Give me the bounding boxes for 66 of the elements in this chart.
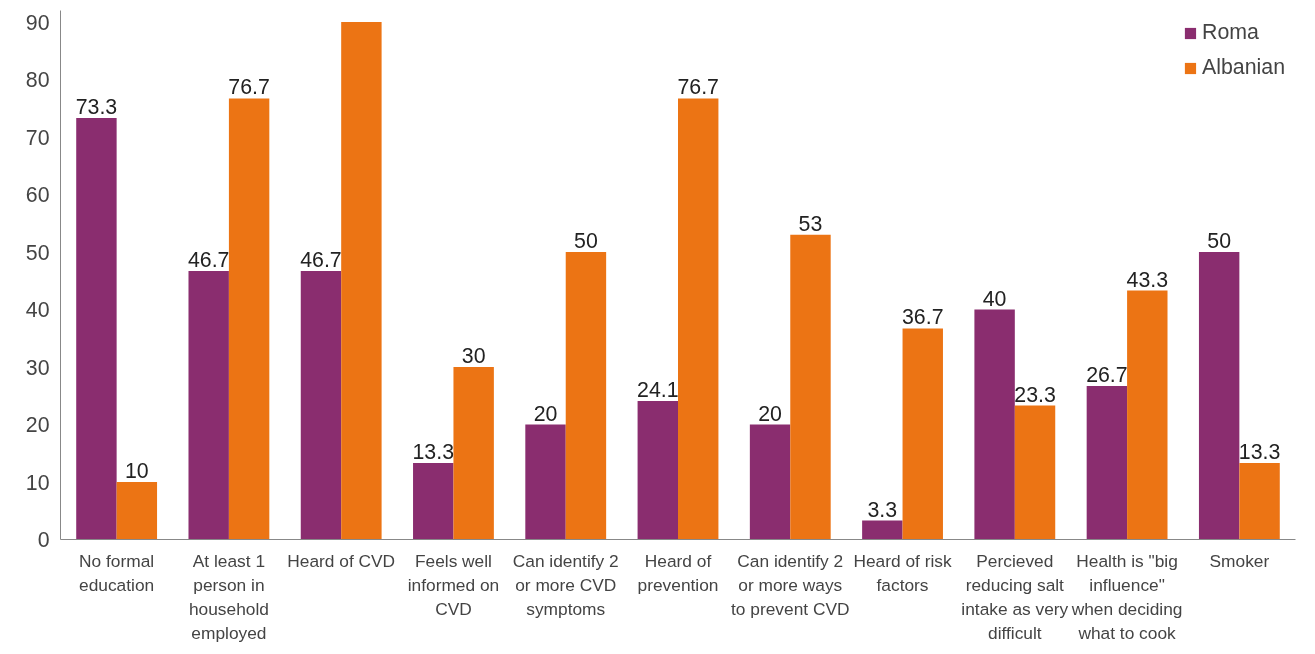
data-label: 13.3 (412, 440, 455, 465)
bar (453, 367, 494, 540)
bar (637, 400, 678, 540)
y-tick-label: 0 (37, 528, 50, 552)
bar (565, 252, 607, 540)
x-tick-label: No formal education (79, 550, 155, 595)
y-tick-label: 10 (25, 470, 50, 495)
bar (1086, 385, 1128, 540)
x-tick-label: Can identify 2 or more ways to prevent CVD (731, 550, 850, 619)
bar (300, 270, 342, 540)
data-label: 76.7 (677, 75, 719, 100)
x-tick-label: Feels well informed on CVD (407, 550, 500, 619)
bar (678, 98, 719, 540)
y-tick-label: 40 (25, 298, 50, 322)
data-label: 40 (982, 286, 1007, 311)
data-label: 24.1 (637, 377, 679, 402)
bar (1198, 252, 1240, 540)
y-tick-label: 80 (25, 68, 50, 92)
data-label: 73.3 (75, 95, 118, 120)
data-label: 53 (798, 211, 823, 236)
x-tick-label: Heard of CVD (287, 550, 396, 571)
data-label: 43.3 (1126, 267, 1169, 292)
legend-label: Roma (1201, 20, 1259, 45)
y-tick-label: 30 (25, 355, 50, 380)
bar (1239, 463, 1280, 540)
bar (790, 234, 831, 540)
data-label: 3.3 (867, 497, 898, 522)
x-tick-label: Percieved reducing salt intake as very difficult (961, 550, 1069, 643)
data-label: 36.7 (902, 305, 944, 330)
bar (188, 270, 229, 540)
y-tick-label: 20 (25, 413, 50, 437)
data-label: 20 (758, 401, 783, 426)
y-tick-label: 90 (25, 10, 50, 35)
data-label: 10 (124, 459, 149, 483)
bar (1127, 290, 1168, 540)
y-tick-label: 70 (25, 125, 50, 150)
y-tick-label: 50 (25, 240, 50, 265)
x-tick-label: Heard of prevention (637, 550, 719, 595)
bar (749, 424, 791, 540)
data-label: 26.7 (1086, 362, 1128, 387)
data-label: 46.7 (187, 247, 230, 272)
y-tick-label: 60 (25, 183, 50, 207)
data-label: 50 (574, 229, 598, 253)
x-tick-label: At least 1 person in household employed (188, 550, 269, 643)
bar (228, 98, 270, 540)
bar (902, 328, 943, 540)
bar (862, 520, 903, 540)
x-tick-label: Smoker (1209, 550, 1270, 571)
x-tick-label: Health is "big influence" when deciding what to cook (1070, 550, 1183, 643)
bar (341, 22, 382, 540)
data-label: 23.3 (1014, 382, 1056, 407)
bar (76, 118, 117, 540)
bar (974, 309, 1015, 540)
x-tick-label: Heard of risk factors (853, 550, 952, 595)
bar (116, 482, 158, 540)
bar (1014, 405, 1056, 540)
data-label: 30 (461, 344, 486, 368)
data-label: 46.7 (300, 247, 342, 272)
bar (413, 463, 454, 540)
legend-label: Albanian (1201, 55, 1285, 80)
data-label: 50 (1207, 229, 1232, 253)
x-tick-label: Can identify 2 or more CVD symptoms (512, 550, 619, 619)
data-label: 76.7 (228, 75, 270, 100)
data-label: 13.3 (1238, 440, 1281, 465)
data-label: 20 (533, 401, 558, 426)
bar (525, 424, 566, 540)
